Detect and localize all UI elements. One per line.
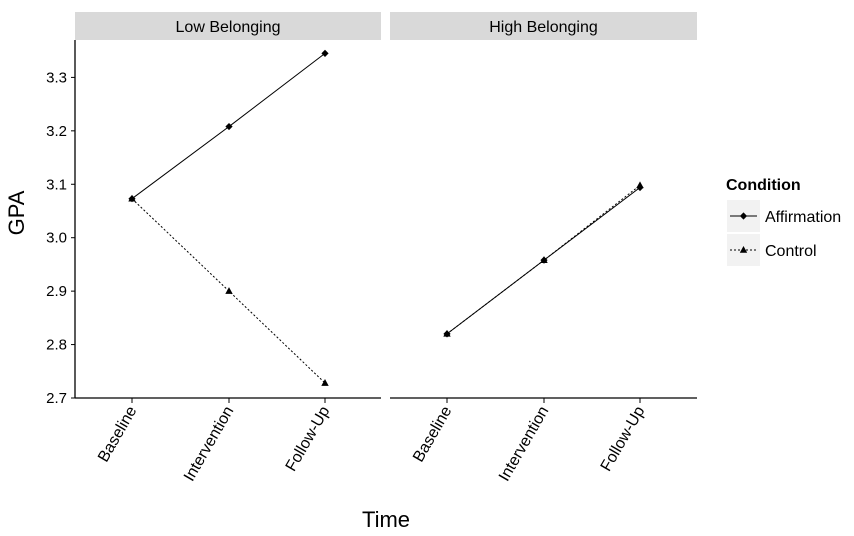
- x-tick-label: Follow-Up: [283, 403, 334, 474]
- panel-low-belonging: Low Belonging Baseline Intervention Follow-…: [74, 12, 381, 485]
- x-tick-label: Intervention: [181, 404, 238, 485]
- data-point-control: [443, 329, 451, 337]
- y-tick-label: 3.1: [46, 176, 67, 193]
- data-point-control: [540, 256, 548, 263]
- data-point-control: [636, 181, 644, 189]
- facet-strip: [75, 12, 381, 40]
- legend-key-marker: [739, 212, 748, 220]
- y-tick-label: 3.2: [46, 123, 67, 140]
- x-tick-label: Intervention: [496, 404, 553, 485]
- x-tick-label: Baseline: [410, 403, 455, 465]
- y-tick-label: 3.0: [46, 230, 67, 247]
- legend-label: Control: [765, 243, 817, 260]
- data-point-control: [225, 287, 233, 294]
- y-tick-label: 2.9: [46, 283, 67, 300]
- y-axis-title: GPA: [4, 190, 29, 235]
- legend-key-marker: [739, 246, 748, 253]
- facet-title: Low Belonging: [176, 19, 281, 36]
- panels-layer: 2.7 2.8 2.9 3.0 3.1 3.2 3.3 Low Belonging Baseli…: [46, 12, 697, 484]
- data-point-control: [128, 194, 136, 202]
- y-tick-label: 2.8: [46, 337, 67, 354]
- facet-title: High Belonging: [489, 19, 598, 36]
- legend-entry-control: Control: [727, 234, 817, 266]
- legend-entry-affirmation: Affirmation: [727, 200, 841, 232]
- data-point-affirmation: [225, 122, 233, 131]
- facet-strip: [390, 12, 697, 40]
- panel-high-belonging: High Belonging Baseline Intervention Follow…: [390, 12, 697, 484]
- x-tick-label: Baseline: [95, 403, 140, 465]
- x-axis-title: Time: [362, 507, 410, 531]
- y-tick-label: 3.3: [46, 69, 67, 86]
- legend-label: Affirmation: [765, 209, 841, 226]
- data-point-affirmation: [321, 49, 329, 57]
- x-tick-label: Follow-Up: [598, 403, 649, 474]
- data-point-control: [321, 379, 329, 386]
- legend-title: Condition: [726, 177, 801, 194]
- legend: Condition Affirmation Control: [726, 177, 841, 266]
- y-tick-label: 2.7: [46, 390, 67, 407]
